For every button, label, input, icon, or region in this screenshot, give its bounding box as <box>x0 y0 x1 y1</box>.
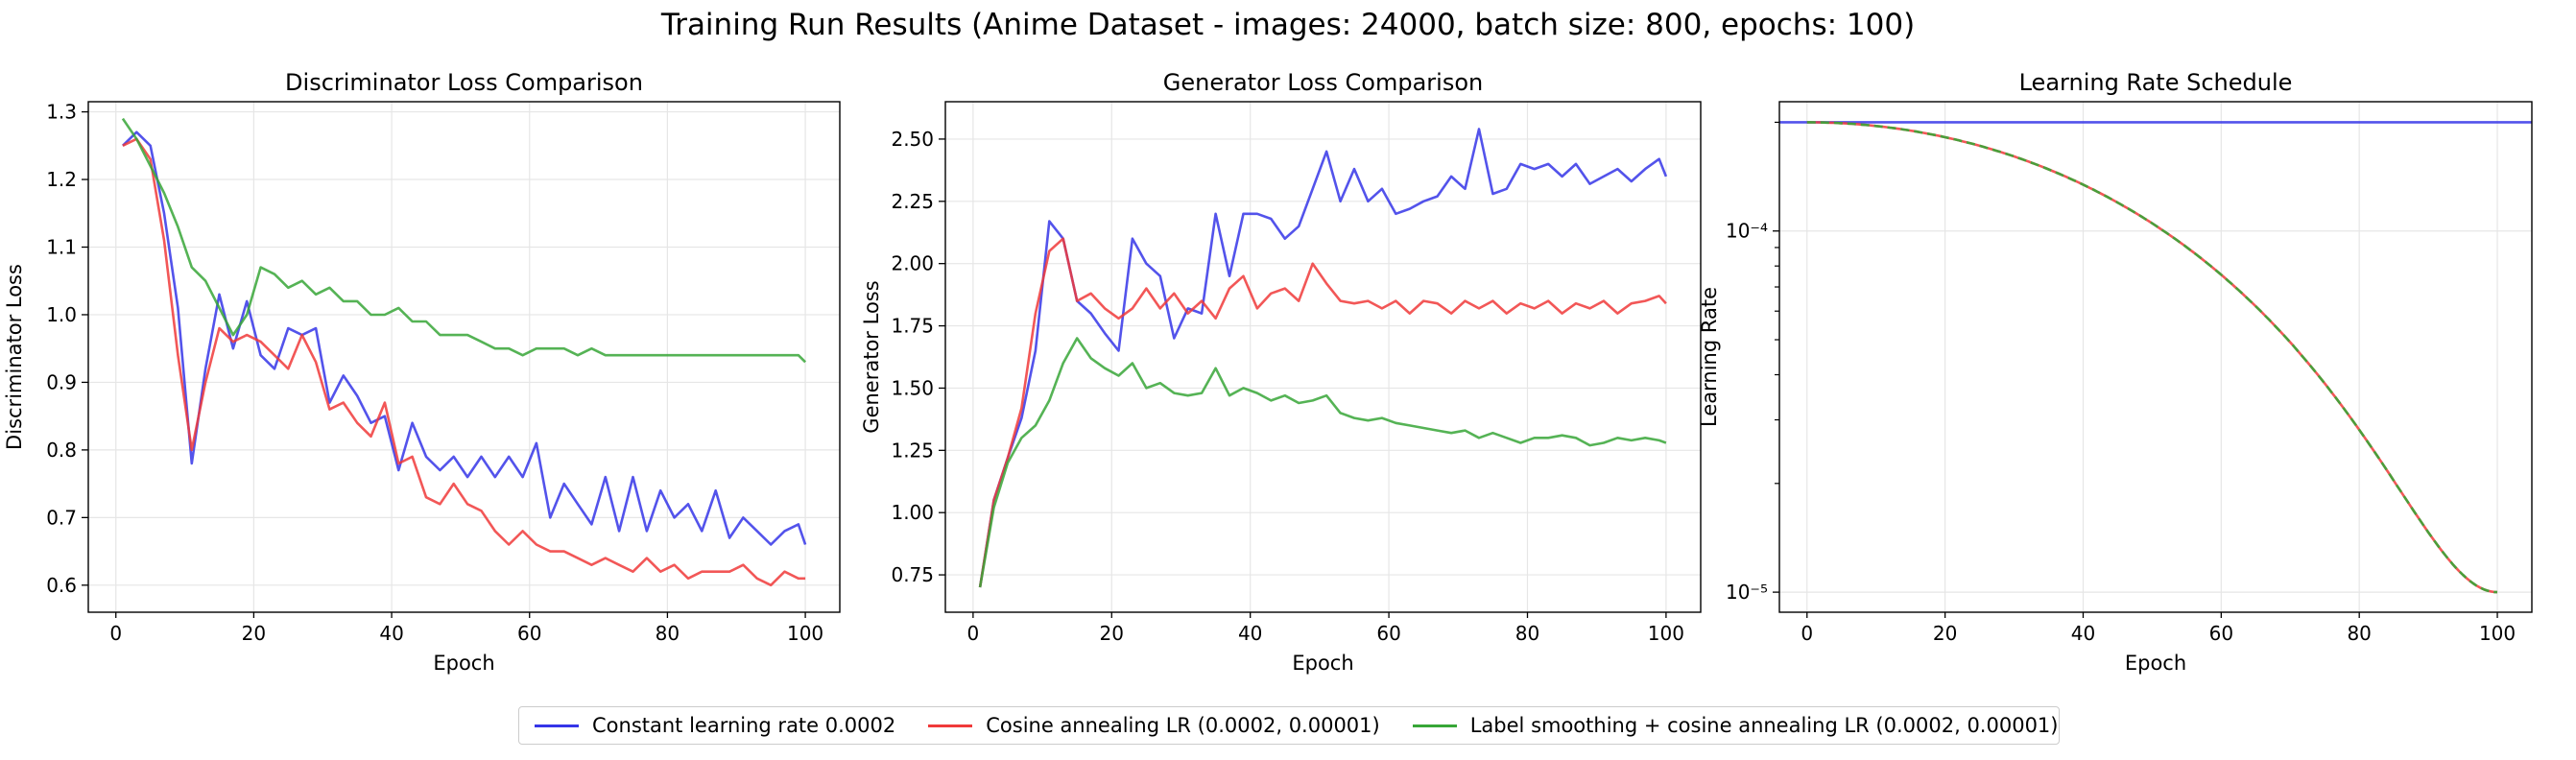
chart-panel-3: 0 20 40 60 80 100 10⁻⁵ 10⁻⁴ Learning Rate Schedu… <box>1698 69 2533 675</box>
y-tick-label: 1.50 <box>891 376 934 399</box>
legend: Constant learning rate 0.0002 Cosine ann… <box>518 706 2060 745</box>
y-tick-label: 10⁻⁵ <box>1726 581 1768 604</box>
y-tick-label: 2.00 <box>891 252 934 275</box>
x-tick-label: 20 <box>242 622 266 645</box>
series-line-label-smoothing-cosine-annealing-lr-0-0002-0-00001 <box>121 117 807 364</box>
x-tick-label: 20 <box>1933 622 1957 645</box>
x-tick-label: 40 <box>1238 622 1262 645</box>
y-axis-label: Learning Rate <box>1698 287 1721 427</box>
y-tick-label: 1.0 <box>46 303 77 326</box>
legend-swatch-label-smoothing <box>1412 724 1457 727</box>
figure-title: Training Run Results (Anime Dataset - im… <box>660 8 1916 42</box>
plot-frame <box>944 101 1702 613</box>
x-axis-label: Epoch <box>2125 652 2186 675</box>
x-tick-label: 40 <box>2071 622 2095 645</box>
y-tick-label: 0.9 <box>46 370 77 393</box>
x-tick-label: 60 <box>1376 622 1400 645</box>
legend-item-cosine: Cosine annealing LR (0.0002, 0.00001) <box>928 714 1380 737</box>
panel-title: Discriminator Loss Comparison <box>285 69 643 96</box>
x-tick-label: 40 <box>379 622 403 645</box>
y-tick-label: 2.25 <box>891 190 934 213</box>
y-tick-label: 1.75 <box>891 315 934 338</box>
x-tick-label: 100 <box>2479 622 2516 645</box>
y-tick-label: 2.50 <box>891 128 934 151</box>
legend-label-constant: Constant learning rate 0.0002 <box>592 714 896 737</box>
y-tick-label: 1.3 <box>46 101 77 124</box>
y-tick-label: 0.8 <box>46 439 77 462</box>
chart-panel-2: 0 20 40 60 80 100 0.75 1.00 1.25 1.50 1.75 2.00 2.25… <box>860 69 1702 675</box>
y-tick-label: 0.7 <box>46 506 77 529</box>
x-axis-label: Epoch <box>433 652 494 675</box>
series-line-constant-learning-rate-0-0002 <box>978 128 1668 588</box>
x-tick-label: 0 <box>109 622 122 645</box>
series-line-label-smoothing-cosine-annealing-lr-0-0002-0-00001 <box>1806 121 2498 594</box>
series-line-constant-learning-rate-0-0002 <box>121 131 807 546</box>
y-tick-label: 0.6 <box>46 574 77 597</box>
y-tick-label: 1.25 <box>891 439 934 462</box>
x-tick-label: 60 <box>2209 622 2233 645</box>
y-tick-label: 1.00 <box>891 501 934 524</box>
legend-label-label-smoothing: Label smoothing + cosine annealing LR (0… <box>1469 714 2059 737</box>
legend-swatch-constant <box>535 724 579 727</box>
x-tick-label: 0 <box>967 622 980 645</box>
y-tick-label: 1.2 <box>46 168 77 191</box>
legend-label-cosine: Cosine annealing LR (0.0002, 0.00001) <box>986 714 1380 737</box>
x-tick-label: 80 <box>1515 622 1539 645</box>
series-line-cosine-annealing-lr-0-0002-0-00001 <box>1806 121 2498 594</box>
x-tick-label: 20 <box>1100 622 1124 645</box>
legend-swatch-cosine <box>928 724 973 727</box>
x-tick-label: 0 <box>1801 622 1813 645</box>
series-line-label-smoothing-cosine-annealing-lr-0-0002-0-00001 <box>978 337 1667 588</box>
y-tick-label: 0.75 <box>891 563 934 586</box>
y-tick-label: 10⁻⁴ <box>1726 220 1768 243</box>
x-tick-label: 60 <box>517 622 541 645</box>
y-axis-label: Discriminator Loss <box>3 264 26 450</box>
legend-item-constant: Constant learning rate 0.0002 <box>535 714 895 737</box>
x-axis-label: Epoch <box>1292 652 1353 675</box>
legend-item-label-smoothing: Label smoothing + cosine annealing LR (0… <box>1412 714 2059 737</box>
series-line-cosine-annealing-lr-0-0002-0-00001 <box>978 237 1667 588</box>
chart-panel-1: 0 20 40 60 80 100 0.6 0.7 0.8 0.9 1.0 1.1 1.2 1.3 Disc… <box>3 69 841 675</box>
panel-title: Generator Loss Comparison <box>1163 69 1483 96</box>
plot-frame <box>87 101 841 613</box>
x-tick-label: 100 <box>787 622 823 645</box>
series-line-cosine-annealing-lr-0-0002-0-00001 <box>122 137 806 587</box>
plot-frame <box>1778 101 2533 613</box>
y-axis-label: Generator Loss <box>860 280 883 433</box>
panel-title: Learning Rate Schedule <box>2019 69 2293 96</box>
x-tick-label: 100 <box>1648 622 1684 645</box>
x-tick-label: 80 <box>2347 622 2371 645</box>
x-tick-label: 80 <box>656 622 680 645</box>
y-tick-label: 1.1 <box>46 235 77 258</box>
